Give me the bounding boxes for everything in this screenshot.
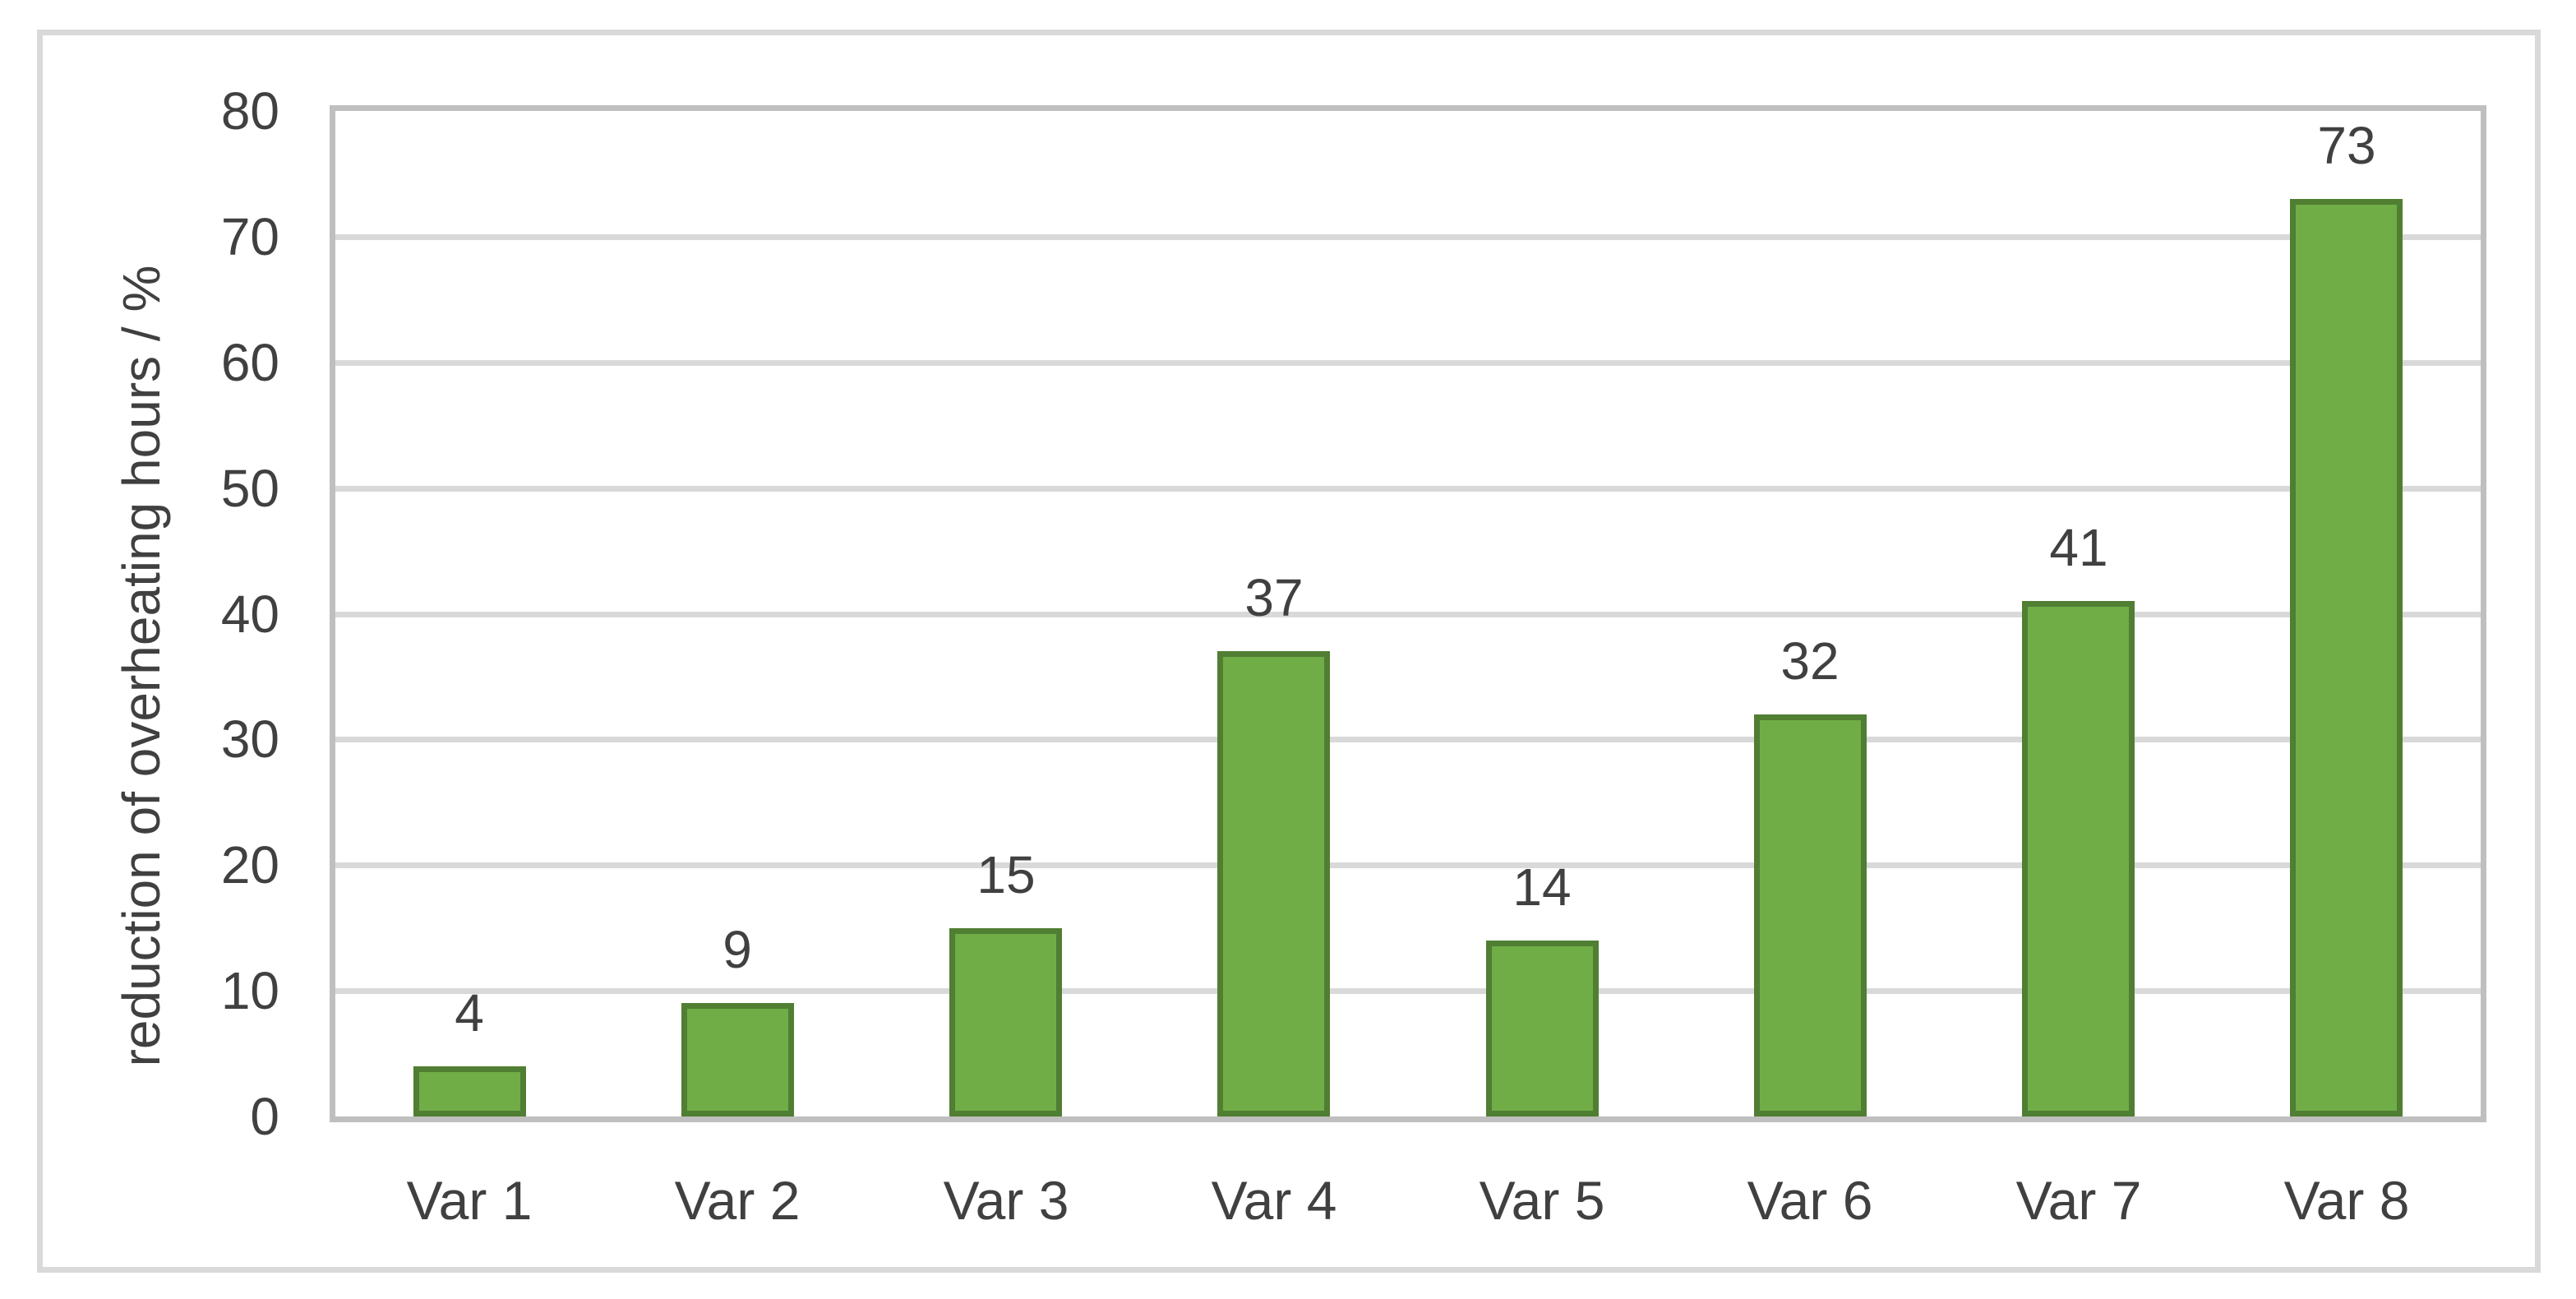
bar-var-4 [1217, 651, 1330, 1116]
bar-var-3 [949, 928, 1062, 1116]
data-label-var-8: 73 [2317, 116, 2376, 175]
bar-var-6 [1754, 714, 1867, 1116]
data-label-var-1: 4 [455, 983, 484, 1042]
data-label-var-4: 37 [1244, 568, 1304, 627]
y-tick-label-70: 70 [220, 207, 279, 266]
y-tick-label-10: 10 [220, 961, 279, 1020]
data-label-var-5: 14 [1512, 858, 1572, 917]
x-tick-label-var-2: Var 2 [674, 1170, 801, 1231]
x-tick-label-var-8: Var 8 [2283, 1170, 2410, 1231]
gridline-40 [335, 611, 2481, 617]
y-tick-label-40: 40 [220, 585, 279, 644]
plot-area: 4 9 15 37 14 32 41 73 [330, 105, 2486, 1122]
gridline-30 [335, 737, 2481, 743]
plot-inner: 4 9 15 37 14 32 41 73 [335, 111, 2481, 1116]
data-label-var-2: 9 [722, 920, 752, 979]
data-label-var-6: 32 [1780, 631, 1840, 691]
y-tick-label-0: 0 [250, 1087, 279, 1146]
gridline-70 [335, 233, 2481, 240]
gridline-20 [335, 862, 2481, 869]
bar-var-8 [2290, 199, 2403, 1116]
gridline-50 [335, 485, 2481, 492]
gridline-10 [335, 988, 2481, 995]
bar-var-5 [1486, 941, 1599, 1116]
y-tick-label-20: 20 [220, 835, 279, 895]
bar-var-2 [681, 1003, 794, 1116]
x-tick-label-var-6: Var 6 [1747, 1170, 1873, 1231]
bar-var-7 [2022, 601, 2135, 1116]
data-label-var-3: 15 [976, 845, 1036, 904]
x-tick-label-var-1: Var 1 [406, 1170, 533, 1231]
gridline-60 [335, 359, 2481, 366]
x-tick-label-var-5: Var 5 [1479, 1170, 1605, 1231]
bar-var-1 [413, 1066, 526, 1116]
y-tick-label-50: 50 [220, 459, 279, 518]
y-tick-label-60: 60 [220, 333, 279, 392]
y-tick-label-30: 30 [220, 710, 279, 769]
x-tick-label-var-3: Var 3 [943, 1170, 1069, 1231]
data-label-var-7: 41 [2049, 518, 2108, 577]
x-tick-label-var-4: Var 4 [1211, 1170, 1337, 1231]
y-tick-label-80: 80 [220, 81, 279, 141]
x-tick-label-var-7: Var 7 [2015, 1170, 2142, 1231]
